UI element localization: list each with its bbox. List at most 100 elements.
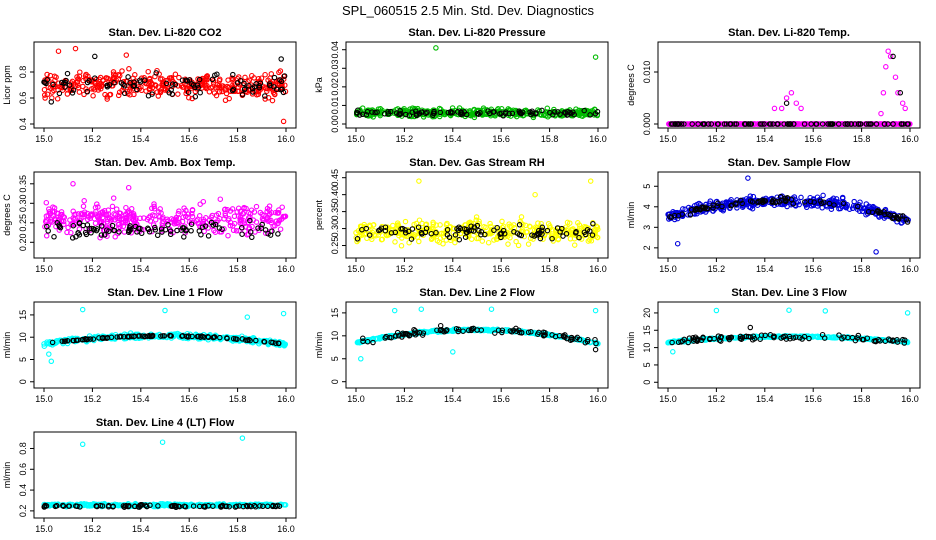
x-tick-label: 15.8 xyxy=(541,394,559,404)
data-point-all xyxy=(130,210,137,217)
data-point-selected xyxy=(474,110,481,117)
outlier-point xyxy=(239,435,246,441)
points-layer xyxy=(41,45,289,125)
data-point-all xyxy=(245,215,252,221)
data-point-all xyxy=(792,121,799,127)
outlier-point xyxy=(798,105,804,112)
data-point-all xyxy=(483,224,489,231)
y-tick-label: 10 xyxy=(642,343,652,353)
x-tick-label: 16.0 xyxy=(589,134,607,144)
data-point-all xyxy=(81,91,87,98)
data-point-selected xyxy=(195,84,201,91)
data-point-all xyxy=(402,218,409,225)
data-point-selected xyxy=(239,231,245,237)
data-point-all xyxy=(276,217,283,223)
data-point-selected xyxy=(477,110,483,116)
data-point-selected xyxy=(889,338,896,344)
data-point-all xyxy=(505,241,511,247)
x-tick-label: 15.0 xyxy=(347,394,365,404)
data-point-selected xyxy=(239,336,246,342)
x-tick-label: 15.2 xyxy=(84,264,102,274)
x-tick-label: 15.2 xyxy=(708,264,726,274)
x-tick-label: 16.0 xyxy=(277,394,295,404)
data-point-all xyxy=(81,211,88,218)
data-point-all xyxy=(586,237,593,243)
data-point-all xyxy=(117,210,124,217)
data-point-all xyxy=(524,229,530,235)
outlier-point xyxy=(70,181,76,187)
data-point-selected xyxy=(721,121,728,127)
data-point-all xyxy=(861,205,868,212)
data-point-all xyxy=(416,217,423,223)
data-point-all xyxy=(189,210,195,217)
x-tick-label: 15.6 xyxy=(492,264,510,274)
data-point-selected xyxy=(813,121,820,127)
data-point-selected xyxy=(74,503,80,510)
data-point-selected xyxy=(424,109,430,116)
data-point-selected xyxy=(121,90,128,97)
data-point-selected xyxy=(174,227,180,234)
data-point-selected xyxy=(787,121,793,127)
data-point-selected xyxy=(819,121,826,127)
data-point-selected xyxy=(848,121,854,127)
data-point-selected xyxy=(241,80,247,87)
data-point-selected xyxy=(234,80,241,86)
data-point-selected xyxy=(360,335,366,342)
data-point-all xyxy=(373,232,379,239)
y-axis-label: ml/min xyxy=(626,202,636,229)
data-point-all xyxy=(594,234,601,241)
data-point-selected xyxy=(460,328,466,334)
data-point-all xyxy=(253,203,260,210)
data-point-selected xyxy=(806,335,812,342)
x-tick-label: 16.0 xyxy=(277,264,295,274)
data-point-all xyxy=(473,214,480,220)
data-point-selected xyxy=(406,112,413,118)
data-point-all xyxy=(395,222,402,228)
y-tick-label: 0.00 xyxy=(330,115,340,133)
outlier-point xyxy=(783,95,790,101)
data-point-all xyxy=(471,107,478,113)
data-point-selected xyxy=(166,90,173,96)
data-point-selected xyxy=(492,330,498,336)
x-tick-label: 15.4 xyxy=(444,134,462,144)
data-point-selected xyxy=(821,199,827,206)
data-point-selected xyxy=(716,337,723,344)
data-point-all xyxy=(835,199,841,205)
data-point-selected xyxy=(41,503,48,510)
outlier-point xyxy=(786,307,792,313)
x-tick-label: 15.4 xyxy=(444,394,462,404)
data-point-all xyxy=(378,236,385,243)
data-point-selected xyxy=(137,79,144,85)
data-point-all xyxy=(812,333,819,340)
data-point-all xyxy=(69,87,75,93)
data-point-selected xyxy=(249,234,255,241)
data-point-all xyxy=(112,234,118,240)
data-point-selected xyxy=(711,335,717,342)
data-point-selected xyxy=(458,109,465,116)
outlier-point xyxy=(278,56,284,62)
data-point-all xyxy=(242,74,248,81)
data-point-all xyxy=(685,212,691,218)
data-point-selected xyxy=(687,212,694,218)
data-point-all xyxy=(275,210,282,216)
outlier-point xyxy=(885,48,891,54)
data-point-selected xyxy=(394,329,401,336)
plot-frame xyxy=(345,171,609,259)
y-tick-label: 0.01 xyxy=(330,97,340,115)
data-point-all xyxy=(80,203,87,210)
data-point-all xyxy=(92,204,99,211)
data-point-selected xyxy=(169,81,176,87)
data-point-all xyxy=(238,216,245,223)
data-point-selected xyxy=(573,229,579,235)
data-point-all xyxy=(151,203,157,210)
x-tick-label: 15.0 xyxy=(35,524,53,534)
data-point-selected xyxy=(70,337,77,344)
data-point-selected xyxy=(210,503,216,509)
data-point-all xyxy=(47,210,53,216)
data-point-selected xyxy=(355,107,361,113)
outlier-point xyxy=(55,48,62,54)
data-point-selected xyxy=(456,224,462,230)
outlier-point xyxy=(358,356,364,362)
data-point-selected xyxy=(547,109,553,116)
data-point-all xyxy=(258,75,265,81)
